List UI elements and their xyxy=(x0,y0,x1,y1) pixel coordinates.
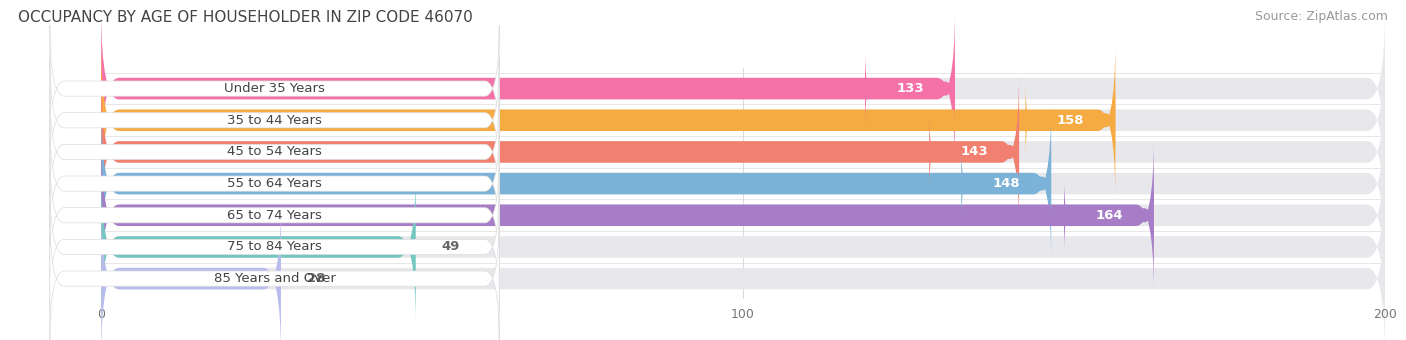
FancyBboxPatch shape xyxy=(1025,83,1115,158)
FancyBboxPatch shape xyxy=(101,201,281,340)
FancyBboxPatch shape xyxy=(49,184,499,310)
FancyBboxPatch shape xyxy=(101,137,1385,293)
Text: 143: 143 xyxy=(960,146,988,158)
FancyBboxPatch shape xyxy=(49,215,499,340)
FancyBboxPatch shape xyxy=(49,57,499,184)
Text: OCCUPANCY BY AGE OF HOUSEHOLDER IN ZIP CODE 46070: OCCUPANCY BY AGE OF HOUSEHOLDER IN ZIP C… xyxy=(18,10,472,25)
Text: 55 to 64 Years: 55 to 64 Years xyxy=(228,177,322,190)
FancyBboxPatch shape xyxy=(49,152,499,278)
FancyBboxPatch shape xyxy=(101,106,1385,261)
FancyBboxPatch shape xyxy=(929,115,1019,189)
Text: 35 to 44 Years: 35 to 44 Years xyxy=(228,114,322,127)
FancyBboxPatch shape xyxy=(101,42,1115,198)
Text: 65 to 74 Years: 65 to 74 Years xyxy=(228,209,322,222)
FancyBboxPatch shape xyxy=(101,169,1385,325)
FancyBboxPatch shape xyxy=(962,146,1052,221)
Text: Source: ZipAtlas.com: Source: ZipAtlas.com xyxy=(1254,10,1388,23)
Text: 164: 164 xyxy=(1095,209,1123,222)
FancyBboxPatch shape xyxy=(101,106,1052,261)
FancyBboxPatch shape xyxy=(49,25,499,152)
FancyBboxPatch shape xyxy=(101,42,1385,198)
FancyBboxPatch shape xyxy=(101,74,1385,230)
Text: 85 Years and Over: 85 Years and Over xyxy=(214,272,336,285)
Text: 75 to 84 Years: 75 to 84 Years xyxy=(228,240,322,253)
FancyBboxPatch shape xyxy=(1064,178,1154,253)
FancyBboxPatch shape xyxy=(49,120,499,247)
Text: 133: 133 xyxy=(896,82,924,95)
FancyBboxPatch shape xyxy=(101,74,1019,230)
FancyBboxPatch shape xyxy=(49,89,499,215)
Text: 49: 49 xyxy=(441,240,460,253)
Text: Under 35 Years: Under 35 Years xyxy=(224,82,325,95)
FancyBboxPatch shape xyxy=(865,51,955,126)
FancyBboxPatch shape xyxy=(101,11,1385,167)
Text: 28: 28 xyxy=(307,272,325,285)
FancyBboxPatch shape xyxy=(101,137,1154,293)
FancyBboxPatch shape xyxy=(101,11,955,167)
Text: 148: 148 xyxy=(993,177,1019,190)
FancyBboxPatch shape xyxy=(101,201,1385,340)
Text: 45 to 54 Years: 45 to 54 Years xyxy=(228,146,322,158)
Text: 158: 158 xyxy=(1057,114,1084,127)
FancyBboxPatch shape xyxy=(101,169,416,325)
